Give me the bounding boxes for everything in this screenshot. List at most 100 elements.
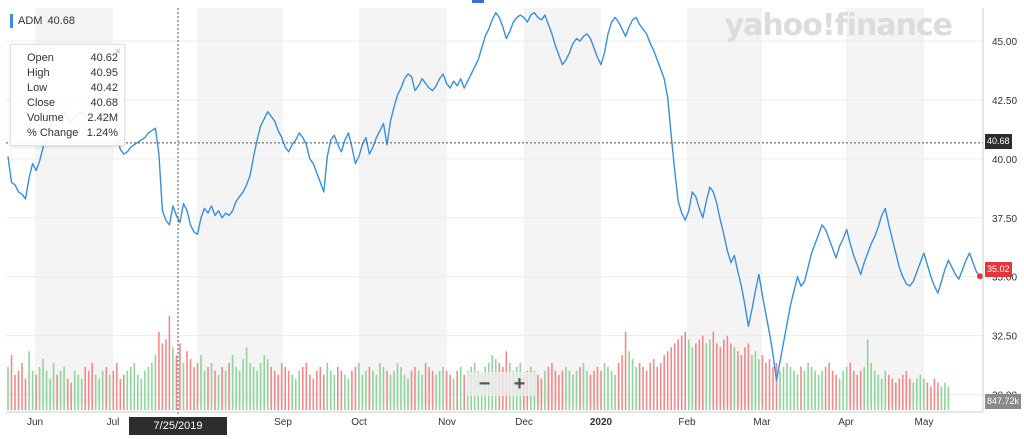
volume-bar xyxy=(863,366,865,410)
volume-bar xyxy=(203,370,206,410)
x-tick-label: Jun xyxy=(27,417,43,428)
volume-bar xyxy=(249,363,251,410)
volume-bar xyxy=(558,374,560,411)
volume-bar xyxy=(158,331,160,410)
volume-bar xyxy=(726,335,729,410)
volume-bar xyxy=(66,378,69,410)
volume-bar xyxy=(179,343,181,410)
close-icon[interactable]: × xyxy=(114,46,121,58)
tooltip-value: 40.68 xyxy=(90,97,118,109)
tooltip-row-change: % Change 1.24% xyxy=(27,126,118,141)
legend-value: 40.68 xyxy=(47,15,75,27)
volume-bar xyxy=(814,370,816,410)
volume-bar xyxy=(101,370,104,410)
volume-bar xyxy=(140,378,143,410)
volume-bar xyxy=(361,374,364,411)
volume-bar xyxy=(902,374,904,411)
volume-bar xyxy=(930,386,932,410)
volume-bar xyxy=(389,374,392,411)
volume-bar xyxy=(740,355,743,410)
month-band xyxy=(359,8,447,404)
volume-bar xyxy=(758,359,760,410)
volume-bar xyxy=(705,343,708,410)
volume-bar xyxy=(14,374,16,411)
volume-bar xyxy=(895,382,897,410)
volume-bar xyxy=(551,363,553,410)
volume-bar xyxy=(852,370,855,410)
volume-bar xyxy=(10,355,13,410)
tooltip-value: 40.62 xyxy=(90,52,118,64)
crosshair-lines xyxy=(6,8,983,416)
volume-bar xyxy=(417,370,420,410)
volume-bar xyxy=(270,366,272,410)
volume-bar xyxy=(337,366,339,410)
volume-bar xyxy=(221,366,223,410)
volume-bar xyxy=(810,366,813,410)
volume-bar xyxy=(354,366,357,410)
x-tick-label: Apr xyxy=(838,417,854,428)
volume-bar xyxy=(393,370,395,410)
volume-bar xyxy=(821,370,823,410)
volume-bar xyxy=(596,366,599,410)
volume-bar xyxy=(856,374,858,411)
volume-bar xyxy=(59,370,62,410)
volume-bar xyxy=(305,363,308,410)
volume-bar xyxy=(119,378,122,410)
volume-bar xyxy=(133,363,136,410)
volume-bar xyxy=(786,363,788,410)
volume-bar xyxy=(547,366,550,410)
volume-bar xyxy=(537,374,539,411)
volume-bar xyxy=(382,366,385,410)
volume-bar xyxy=(944,382,946,410)
tooltip-row-low: Low 40.42 xyxy=(27,81,118,96)
volume-bar xyxy=(312,378,315,410)
volume-bar xyxy=(186,351,188,411)
volume-bar xyxy=(621,355,623,410)
x-axis: Jun Jul Sep Oct Nov Dec 2020 Feb Mar Apr May xyxy=(27,417,934,428)
volume-bar xyxy=(91,363,93,410)
volume-bar xyxy=(824,366,827,410)
crosshair-date-label: 7/25/2019 xyxy=(129,417,227,435)
tooltip-row-volume: Volume 2.42M xyxy=(27,111,118,126)
volume-bar xyxy=(17,370,20,410)
volume-bar xyxy=(730,343,732,410)
x-tick-label: Sep xyxy=(274,417,292,428)
volume-bar xyxy=(624,331,627,410)
volume-bar xyxy=(109,374,111,411)
tooltip-row-high: High 40.95 xyxy=(27,66,118,81)
volume-bar xyxy=(172,347,174,410)
volume-bar xyxy=(154,355,157,410)
volume-bar xyxy=(70,382,72,410)
volume-bar xyxy=(782,366,785,410)
volume-bar xyxy=(368,366,371,410)
series-legend[interactable]: ADM 40.68 xyxy=(10,14,75,28)
volume-bar xyxy=(575,370,578,410)
volume-bar xyxy=(673,343,676,410)
volume-bar xyxy=(859,370,862,410)
volume-bar xyxy=(898,378,901,410)
zoom-out-button[interactable]: − xyxy=(478,373,491,395)
volume-bar xyxy=(607,366,609,410)
volume-bar xyxy=(642,366,644,410)
tooltip-label: Low xyxy=(27,82,48,94)
zoom-in-button[interactable]: + xyxy=(513,373,526,395)
volume-bar xyxy=(916,378,918,410)
volume-bar xyxy=(291,374,293,411)
x-tick-label: Nov xyxy=(438,417,456,428)
tooltip-row-close: Close 40.68 xyxy=(27,96,118,111)
volume-bar xyxy=(593,370,595,410)
volume-bar xyxy=(126,370,129,410)
tooltip-label: Open xyxy=(27,52,54,64)
x-tick-label: Oct xyxy=(351,417,367,428)
volume-bar xyxy=(873,370,876,410)
volume-bar xyxy=(765,363,767,410)
x-tick-label: Mar xyxy=(753,417,771,428)
volume-bar xyxy=(309,374,311,411)
volume-bar xyxy=(442,366,444,410)
y-tick-label: 35.00 xyxy=(992,273,1017,284)
volume-bar xyxy=(940,386,943,410)
volume-bar xyxy=(287,370,290,410)
x-tick-label: Dec xyxy=(515,417,533,428)
volume-bar xyxy=(807,363,809,410)
volume-bar xyxy=(414,366,416,410)
